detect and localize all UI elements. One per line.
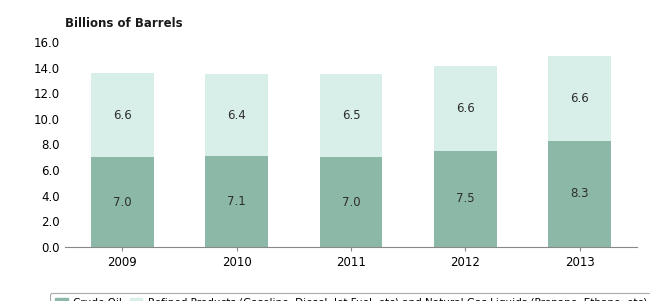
Bar: [91, 157, 154, 247]
Text: 7.0: 7.0: [342, 196, 360, 209]
Text: 6.6: 6.6: [456, 102, 474, 115]
Text: Billions of Barrels: Billions of Barrels: [65, 17, 183, 30]
Bar: [434, 151, 497, 247]
Text: 6.4: 6.4: [227, 109, 246, 122]
Text: 7.1: 7.1: [227, 195, 246, 208]
Legend: Crude Oil, Refined Products (Gasoline, Diesel, Jet Fuel, etc) and Natural Gas Li: Crude Oil, Refined Products (Gasoline, D…: [50, 293, 650, 301]
Bar: [205, 74, 268, 156]
Bar: [205, 156, 268, 247]
Text: 6.6: 6.6: [113, 109, 132, 122]
Bar: [548, 56, 611, 141]
Bar: [548, 141, 611, 247]
Bar: [320, 157, 382, 247]
Bar: [320, 74, 382, 157]
Text: 6.6: 6.6: [570, 92, 589, 105]
Text: 6.5: 6.5: [342, 109, 360, 122]
Text: 7.0: 7.0: [113, 196, 132, 209]
Text: 7.5: 7.5: [456, 192, 474, 205]
Bar: [91, 73, 154, 157]
Bar: [434, 67, 497, 151]
Text: 8.3: 8.3: [570, 187, 589, 200]
